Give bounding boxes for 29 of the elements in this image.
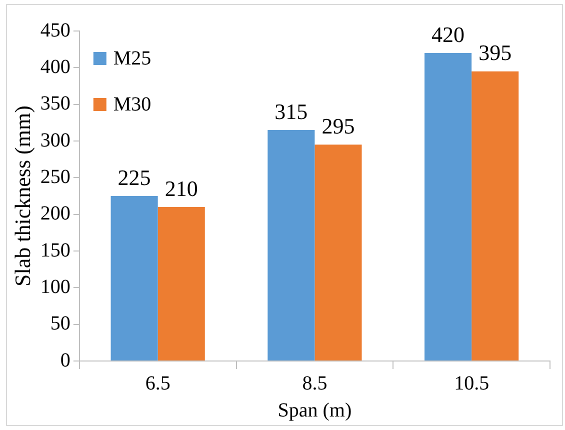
- y-axis-title: Slab thickness (mm): [10, 106, 35, 286]
- y-tick-label: 300: [40, 129, 70, 152]
- y-tick-label: 400: [40, 56, 70, 78]
- y-tick-label: 250: [40, 166, 70, 188]
- data-label: 295: [322, 113, 355, 138]
- bar: [472, 71, 519, 360]
- y-tick-label: 0: [60, 349, 70, 372]
- y-tick-label: 200: [40, 202, 70, 225]
- x-tick-label: 8.5: [302, 372, 328, 394]
- data-label: 420: [432, 22, 465, 47]
- bar: [268, 130, 315, 360]
- bar: [424, 53, 472, 360]
- data-label: 315: [274, 98, 308, 124]
- bar: [314, 144, 362, 360]
- bar: [158, 207, 205, 360]
- y-tick-label: 100: [40, 276, 70, 298]
- data-label: 225: [118, 164, 151, 190]
- y-tick-label: 450: [40, 19, 70, 42]
- legend-label: M25: [113, 47, 152, 70]
- data-label: 210: [164, 176, 198, 201]
- y-tick-label: 350: [40, 92, 70, 115]
- x-tick-label: 6.5: [145, 372, 170, 394]
- x-axis-title: Span (m): [278, 399, 352, 422]
- x-tick-label: 10.5: [454, 372, 490, 394]
- y-tick-label: 50: [50, 312, 70, 335]
- legend-label: M30: [113, 93, 152, 116]
- y-tick-label: 150: [40, 239, 70, 262]
- bar: [110, 196, 158, 360]
- data-label: 395: [478, 40, 512, 66]
